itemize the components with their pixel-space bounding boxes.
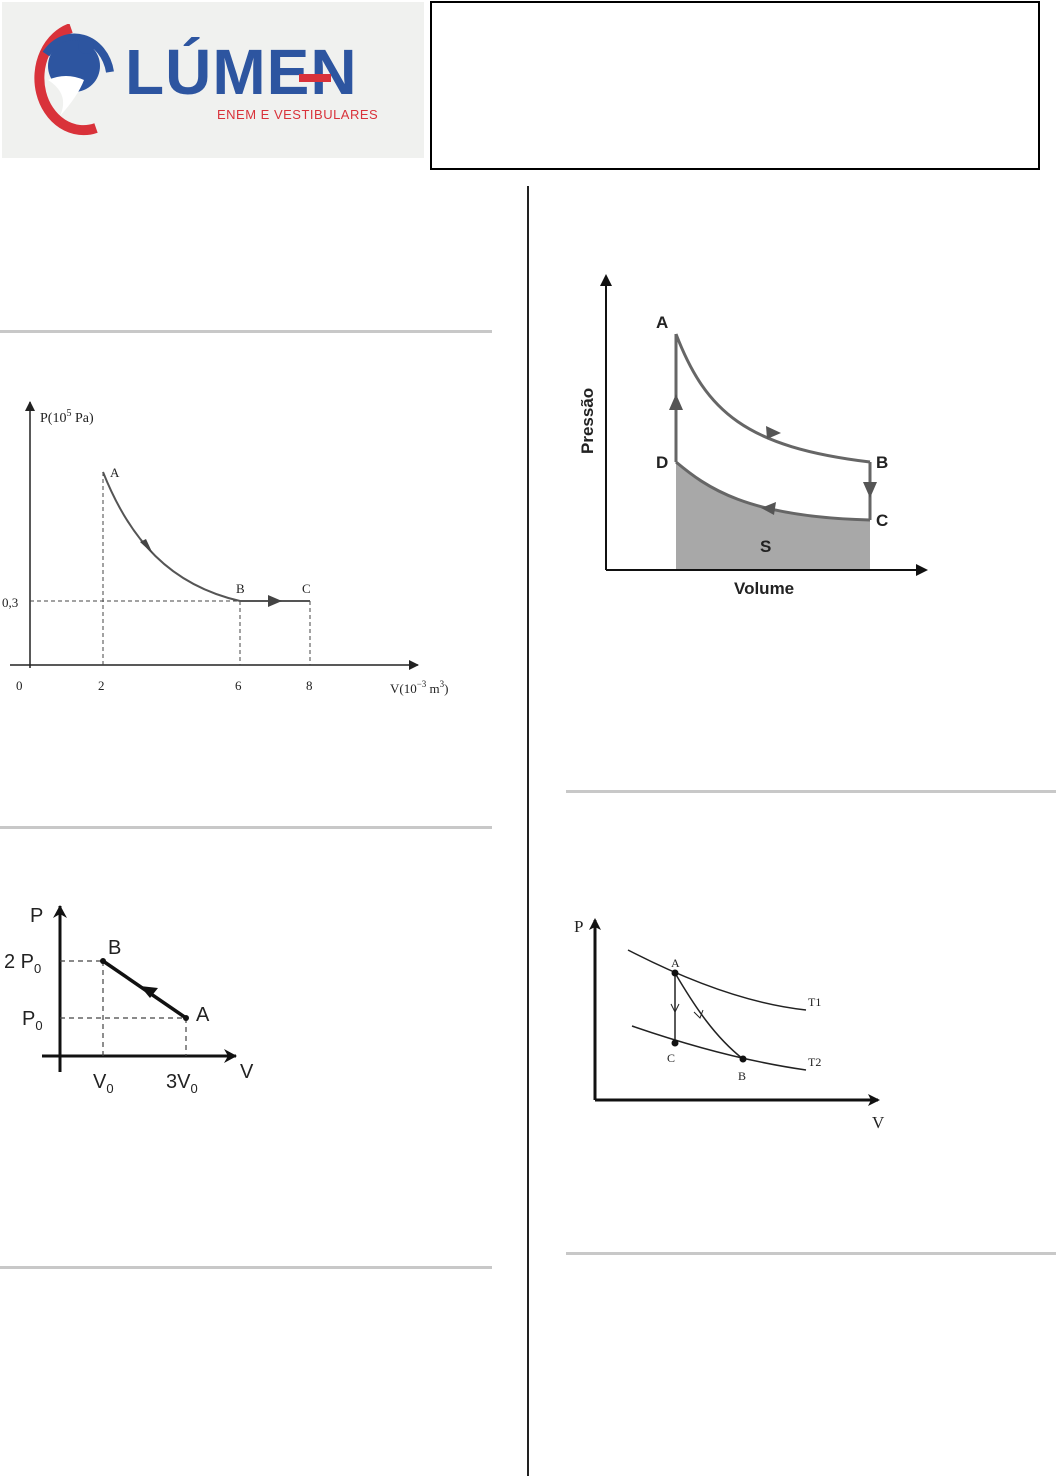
direction-arrow-icon bbox=[140, 539, 153, 554]
curve-a-b bbox=[102, 471, 241, 602]
point-label-a: A bbox=[110, 465, 120, 480]
column-divider bbox=[527, 186, 529, 1476]
isotherm-t2 bbox=[631, 1025, 807, 1071]
isotherm-label-t2: T2 bbox=[808, 1055, 821, 1069]
area-label-s: S bbox=[760, 537, 771, 556]
point-label-c: C bbox=[302, 581, 311, 596]
logo-accent-bar bbox=[299, 74, 331, 82]
direction-arrow-icon bbox=[268, 595, 282, 607]
isotherm-label-t1: T1 bbox=[808, 995, 821, 1009]
y-axis-label: P(105 Pa) bbox=[40, 408, 94, 426]
x-tick-label: 2 bbox=[98, 678, 105, 693]
direction-arrow-icon bbox=[670, 1003, 680, 1014]
point-label-a: A bbox=[196, 1004, 210, 1026]
header-info-box bbox=[430, 1, 1040, 170]
isotherm-t1 bbox=[627, 949, 807, 1011]
point-label-d: D bbox=[656, 453, 668, 472]
direction-arrow-icon bbox=[761, 502, 776, 515]
x-tick-label: 8 bbox=[306, 678, 313, 693]
point-marker bbox=[739, 1055, 747, 1063]
section-divider bbox=[566, 1252, 1056, 1255]
curve-a-b bbox=[674, 333, 871, 464]
x-tick-label: V0 bbox=[93, 1071, 114, 1096]
logo-emblem-icon bbox=[34, 24, 114, 136]
y-axis-label: P bbox=[574, 917, 583, 936]
point-label-b: B bbox=[876, 453, 888, 472]
point-label-a: A bbox=[671, 956, 680, 970]
point-label-b: B bbox=[738, 1069, 746, 1083]
direction-arrow-icon bbox=[693, 1009, 704, 1019]
graph-2-pv-diagram: P V 2 P0 P0 V0 3V0 B A bbox=[4, 905, 254, 1096]
point-marker bbox=[671, 969, 679, 977]
graph-4-isotherm-diagram: P V A B C T1 T2 bbox=[574, 917, 885, 1132]
section-divider bbox=[566, 790, 1056, 793]
point-marker bbox=[671, 1039, 679, 1047]
x-tick-label: 6 bbox=[235, 678, 242, 693]
point-label-b: B bbox=[108, 937, 121, 959]
point-label-c: C bbox=[667, 1051, 675, 1065]
curve-a-b bbox=[674, 972, 744, 1060]
graph-3-pressure-volume-cycle: Pressão Volume A B C D S bbox=[578, 274, 928, 598]
point-label-b: B bbox=[236, 581, 245, 596]
y-axis-label: P bbox=[30, 905, 43, 927]
y-tick-label: 0,3 bbox=[2, 595, 18, 610]
section-divider bbox=[0, 826, 492, 829]
shaded-area-s bbox=[676, 462, 870, 570]
point-label-c: C bbox=[876, 511, 888, 530]
point-marker bbox=[100, 958, 106, 964]
x-axis-label: V(10−3 m3) bbox=[390, 679, 449, 696]
x-tick-label: 3V0 bbox=[166, 1071, 198, 1096]
y-axis-label: Pressão bbox=[578, 388, 597, 454]
curve-c-d bbox=[675, 460, 871, 522]
direction-arrow-icon bbox=[766, 426, 781, 439]
y-tick-label: 2 P0 bbox=[4, 951, 41, 976]
x-axis-label: V bbox=[872, 1113, 885, 1132]
section-divider bbox=[0, 330, 492, 333]
direction-arrow-icon bbox=[863, 482, 877, 498]
direction-arrow-icon bbox=[140, 986, 158, 998]
graph-1-pv-diagram: P(105 Pa) V(10−3 m3) 0 2 6 8 0,3 A B C bbox=[2, 401, 449, 696]
point-marker bbox=[183, 1015, 189, 1021]
logo-tagline: ENEM E VESTIBULARES bbox=[217, 107, 379, 122]
logo-wordmark: LÚMEN bbox=[125, 36, 358, 108]
point-label-a: A bbox=[656, 313, 668, 332]
x-axis-label: Volume bbox=[734, 579, 794, 598]
direction-arrow-icon bbox=[669, 394, 683, 410]
origin-label: 0 bbox=[16, 678, 23, 693]
section-divider bbox=[0, 1266, 492, 1269]
x-axis-label: V bbox=[240, 1061, 254, 1083]
y-tick-label: P0 bbox=[22, 1008, 43, 1033]
